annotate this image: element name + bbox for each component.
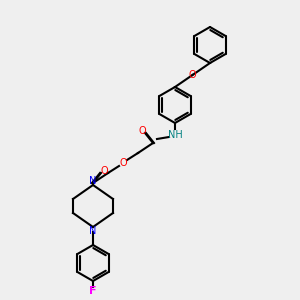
Text: F: F [89,286,97,296]
Text: O: O [119,158,127,168]
Text: N: N [89,176,97,186]
Text: O: O [100,166,108,176]
Text: NH: NH [168,130,182,140]
Text: O: O [138,126,146,136]
Text: O: O [189,70,196,80]
Text: N: N [89,226,97,236]
